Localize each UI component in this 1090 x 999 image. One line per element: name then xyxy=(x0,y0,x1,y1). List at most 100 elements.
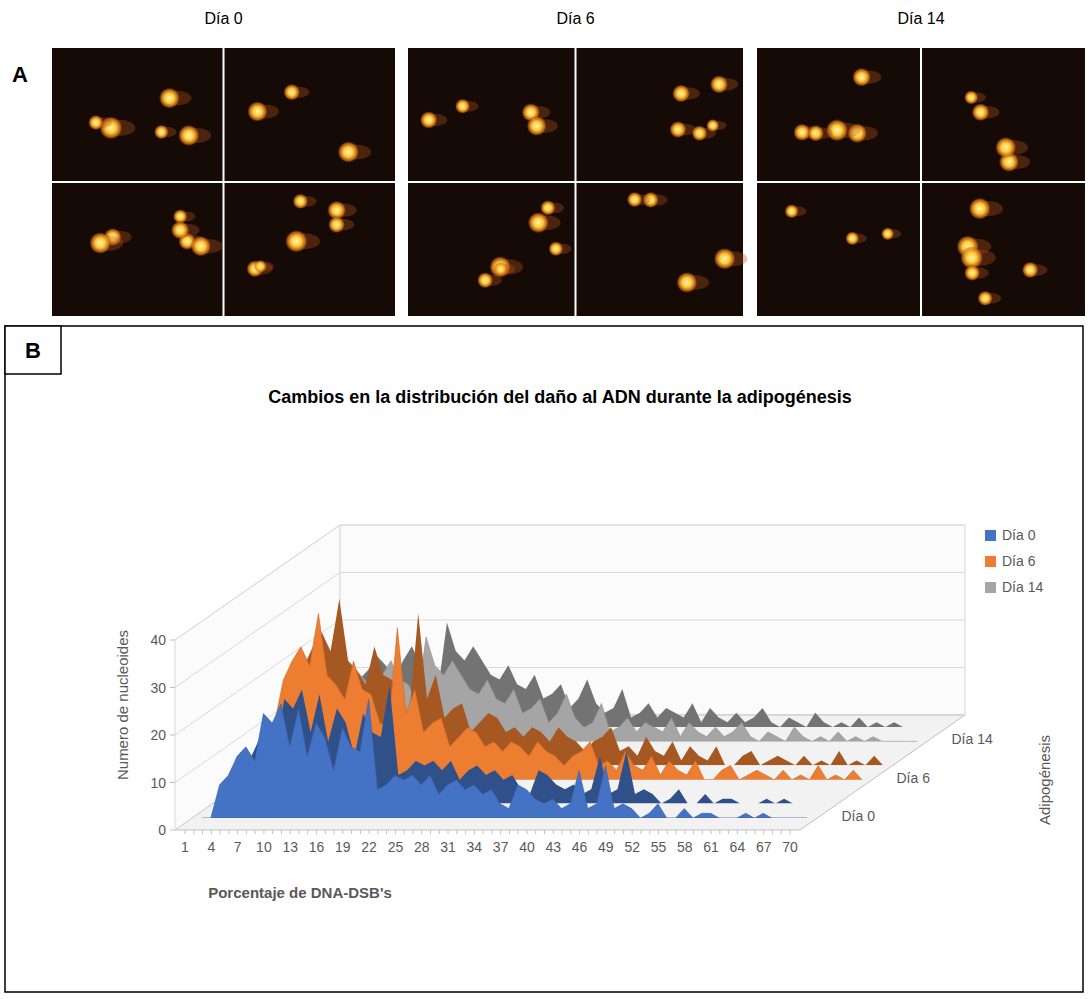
micrograph xyxy=(225,183,396,316)
x-tick xyxy=(246,830,247,834)
x-axis-title: Porcentaje de DNA-DSB's xyxy=(208,884,392,901)
x-tick xyxy=(430,830,431,834)
image-title: Día 6 xyxy=(556,10,594,27)
x-tick xyxy=(737,830,738,834)
grid-line xyxy=(175,525,965,640)
comet-head xyxy=(1022,262,1039,279)
x-tick-label: 25 xyxy=(388,839,404,855)
comet-head xyxy=(420,111,438,129)
comet-head xyxy=(338,141,360,163)
x-tick-label: 4 xyxy=(207,839,215,855)
x-tick xyxy=(263,830,264,834)
micrograph xyxy=(408,183,575,316)
x-tick-label: 16 xyxy=(309,839,325,855)
x-tick xyxy=(632,830,633,834)
x-tick xyxy=(790,830,791,834)
x-tick xyxy=(728,830,729,834)
x-tick xyxy=(448,830,449,834)
panel-letter-box xyxy=(5,326,61,374)
micrograph xyxy=(225,48,396,181)
x-tick xyxy=(597,830,598,834)
x-tick xyxy=(298,830,299,834)
x-tick xyxy=(421,830,422,834)
y-tick xyxy=(170,687,175,688)
x-tick-label: 34 xyxy=(467,839,483,855)
micrograph xyxy=(577,183,744,316)
x-tick xyxy=(667,830,668,834)
comet-head xyxy=(154,125,169,140)
comet-head xyxy=(784,204,798,218)
x-tick-label: 31 xyxy=(440,839,456,855)
image-block xyxy=(52,48,395,316)
comet-head xyxy=(881,227,894,240)
y-tick xyxy=(170,830,175,831)
x-tick xyxy=(193,830,194,834)
x-tick xyxy=(553,830,554,834)
image-block xyxy=(408,48,747,316)
x-tick xyxy=(412,830,413,834)
comet-head xyxy=(254,260,267,273)
series-front xyxy=(202,699,807,818)
micrograph xyxy=(408,48,575,181)
x-tick xyxy=(386,830,387,834)
comet-head xyxy=(328,216,345,233)
comet-head xyxy=(964,90,978,104)
x-tick xyxy=(404,830,405,834)
x-tick xyxy=(579,830,580,834)
panel-letter: B xyxy=(25,338,41,363)
x-tick xyxy=(518,830,519,834)
x-tick xyxy=(474,830,475,834)
comet-head xyxy=(159,87,180,108)
x-tick xyxy=(562,830,563,834)
x-tick-label: 49 xyxy=(598,839,614,855)
y-tick xyxy=(170,640,175,641)
x-tick-label: 10 xyxy=(256,839,272,855)
x-tick xyxy=(439,830,440,834)
x-tick xyxy=(272,830,273,834)
x-tick xyxy=(369,830,370,834)
comet-head xyxy=(969,198,991,220)
x-tick xyxy=(754,830,755,834)
y-tick-label: 0 xyxy=(158,822,166,838)
y-tick-label: 20 xyxy=(150,727,166,743)
x-tick xyxy=(290,830,291,834)
x-tick-label: 70 xyxy=(782,839,798,855)
x-tick xyxy=(325,830,326,834)
panel-frame xyxy=(5,326,1083,992)
x-tick xyxy=(711,830,712,834)
comet-head xyxy=(852,68,871,87)
comet-head xyxy=(477,272,493,288)
comet-head xyxy=(972,103,990,121)
y-tick-label: 40 xyxy=(150,632,166,648)
comet-head xyxy=(285,230,308,253)
z-axis-title: Adipogénesis xyxy=(1036,735,1053,825)
x-tick xyxy=(535,830,536,834)
x-tick xyxy=(544,830,545,834)
x-tick xyxy=(211,830,212,834)
x-tick xyxy=(377,830,378,834)
comet-head xyxy=(527,116,547,136)
x-tick-label: 19 xyxy=(335,839,351,855)
x-tick xyxy=(220,830,221,834)
x-tick xyxy=(360,830,361,834)
depth-tick-label: Día 6 xyxy=(897,770,931,786)
x-tick-label: 46 xyxy=(572,839,588,855)
x-tick xyxy=(623,830,624,834)
x-tick xyxy=(351,830,352,834)
legend-swatch xyxy=(985,530,996,541)
legend-label: Día 14 xyxy=(1002,579,1043,595)
x-tick xyxy=(719,830,720,834)
x-tick-label: 52 xyxy=(624,839,640,855)
x-tick xyxy=(781,830,782,834)
micrograph xyxy=(922,48,1085,181)
comet-head xyxy=(627,192,643,208)
comet-head xyxy=(669,121,686,138)
comet-head xyxy=(283,84,300,101)
x-tick xyxy=(281,830,282,834)
x-tick xyxy=(307,830,308,834)
walls xyxy=(170,525,965,834)
comet-head xyxy=(528,212,549,233)
panel-letter: A xyxy=(12,62,28,87)
comet-head xyxy=(88,115,103,130)
x-tick xyxy=(342,830,343,834)
